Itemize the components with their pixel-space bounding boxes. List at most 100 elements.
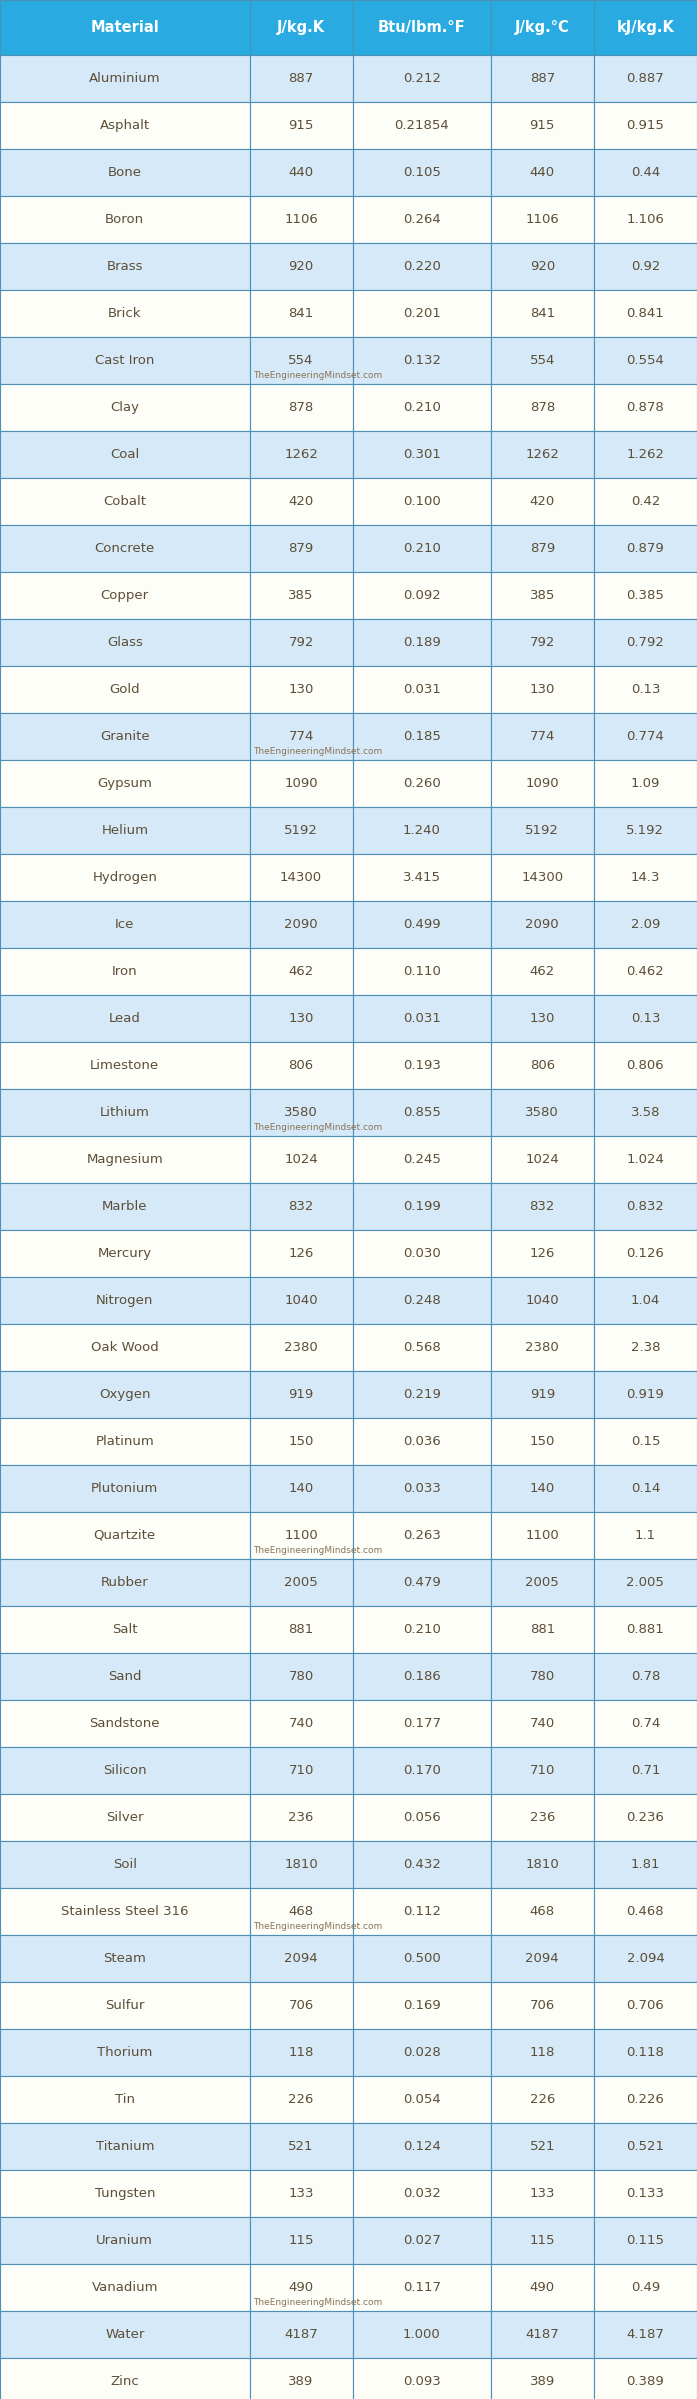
Bar [353,1089,491,1137]
Text: Mercury: Mercury [98,1247,152,1259]
Bar [491,1089,594,1137]
Text: 0.226: 0.226 [627,2092,664,2106]
Text: 1024: 1024 [284,1154,318,1166]
Bar [353,2030,491,2075]
Bar [594,1276,697,1324]
Bar [250,0,353,55]
Text: TheEngineeringMindset.com: TheEngineeringMindset.com [254,1123,383,1132]
Bar [353,103,491,149]
Text: TheEngineeringMindset.com: TheEngineeringMindset.com [254,1545,383,1555]
Bar [250,1324,353,1370]
Bar [250,1559,353,1605]
Text: 780: 780 [289,1670,314,1684]
Text: 919: 919 [289,1389,314,1401]
Text: 0.212: 0.212 [403,72,441,84]
Text: 1106: 1106 [526,214,559,226]
Text: Titanium: Titanium [95,2140,154,2152]
Bar [353,619,491,667]
Text: Coal: Coal [110,449,139,461]
Text: 1024: 1024 [526,1154,559,1166]
Text: 0.031: 0.031 [403,1012,441,1024]
Bar [250,1605,353,1653]
Bar [353,242,491,290]
Text: Glass: Glass [107,636,143,650]
Bar [353,1982,491,2030]
Bar [491,103,594,149]
Bar [353,1370,491,1418]
Text: Sulfur: Sulfur [105,1998,144,2013]
Text: 881: 881 [530,1624,555,1636]
Bar [491,2265,594,2310]
Bar [594,2217,697,2265]
Text: 5192: 5192 [284,823,318,837]
Text: 1100: 1100 [526,1528,559,1543]
Text: 440: 440 [289,166,314,180]
Text: 462: 462 [289,964,314,979]
Text: 0.554: 0.554 [627,355,664,367]
Bar [491,1276,594,1324]
Text: Brass: Brass [107,259,143,273]
Text: Silver: Silver [106,1811,144,1823]
Text: Material: Material [91,19,159,36]
Bar [594,1231,697,1276]
Text: TheEngineeringMindset.com: TheEngineeringMindset.com [254,2298,383,2308]
Text: 0.118: 0.118 [627,2046,664,2058]
Text: 0.201: 0.201 [403,307,441,319]
Bar [353,2123,491,2171]
Text: 774: 774 [289,729,314,744]
Text: 140: 140 [289,1483,314,1495]
Bar [0,1559,250,1605]
Text: Lithium: Lithium [100,1106,150,1118]
Bar [353,1888,491,1936]
Bar [250,2217,353,2265]
Text: 0.133: 0.133 [627,2188,664,2200]
Bar [594,1183,697,1231]
Bar [491,2310,594,2358]
Bar [491,1982,594,2030]
Text: 2380: 2380 [526,1341,559,1353]
Bar [353,806,491,854]
Bar [250,948,353,996]
Text: 0.706: 0.706 [627,1998,664,2013]
Bar [353,0,491,55]
Text: 0.301: 0.301 [403,449,441,461]
Text: 879: 879 [530,542,555,554]
Bar [0,1324,250,1370]
Text: 226: 226 [530,2092,555,2106]
Bar [491,2217,594,2265]
Text: 0.112: 0.112 [403,1905,441,1917]
Text: 0.806: 0.806 [627,1058,664,1072]
Bar [250,667,353,713]
Bar [353,1418,491,1466]
Text: 420: 420 [289,494,314,509]
Bar [250,1089,353,1137]
Text: 0.792: 0.792 [627,636,664,650]
Text: 1040: 1040 [526,1293,559,1307]
Text: 389: 389 [530,2375,555,2387]
Bar [491,55,594,103]
Bar [594,1794,697,1840]
Text: 0.14: 0.14 [631,1483,660,1495]
Bar [353,197,491,242]
Bar [0,1183,250,1231]
Text: 0.568: 0.568 [403,1341,441,1353]
Bar [491,806,594,854]
Text: 1.09: 1.09 [631,777,660,789]
Text: 521: 521 [289,2140,314,2152]
Bar [353,1041,491,1089]
Text: 130: 130 [289,684,314,696]
Text: Concrete: Concrete [95,542,155,554]
Text: 130: 130 [530,1012,555,1024]
Text: Boron: Boron [105,214,144,226]
Text: 0.115: 0.115 [627,2233,664,2248]
Text: 0.78: 0.78 [631,1670,660,1684]
Bar [353,2217,491,2265]
Text: 150: 150 [530,1435,555,1449]
Bar [353,854,491,902]
Bar [0,571,250,619]
Text: 706: 706 [530,1998,555,2013]
Text: 554: 554 [530,355,555,367]
Text: Limestone: Limestone [90,1058,160,1072]
Text: 0.124: 0.124 [403,2140,441,2152]
Text: 2094: 2094 [284,1953,318,1965]
